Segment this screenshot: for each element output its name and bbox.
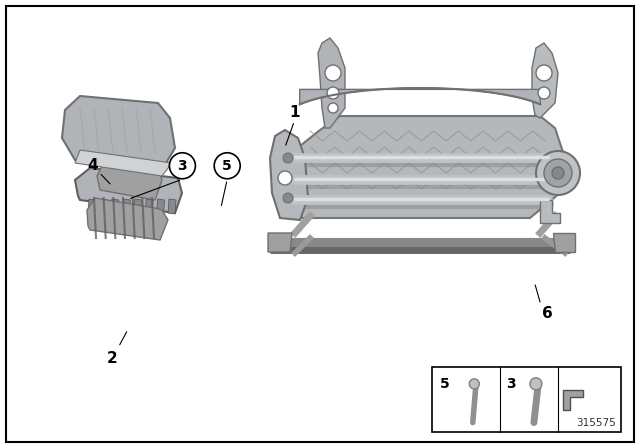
Polygon shape — [157, 199, 164, 214]
Circle shape — [327, 87, 339, 99]
Polygon shape — [97, 160, 162, 200]
Circle shape — [170, 153, 195, 179]
Polygon shape — [300, 88, 540, 104]
Text: 4: 4 — [88, 158, 98, 173]
Text: 2: 2 — [107, 351, 117, 366]
Polygon shape — [318, 38, 345, 128]
Text: 3: 3 — [177, 159, 188, 173]
Polygon shape — [168, 199, 176, 214]
Text: 5: 5 — [222, 159, 232, 173]
Text: 5: 5 — [440, 377, 450, 391]
Circle shape — [278, 171, 292, 185]
Circle shape — [536, 151, 580, 195]
Polygon shape — [111, 199, 119, 214]
Polygon shape — [75, 150, 172, 176]
Polygon shape — [268, 233, 292, 252]
Circle shape — [552, 167, 564, 179]
Circle shape — [469, 379, 479, 389]
Circle shape — [283, 193, 293, 203]
Polygon shape — [75, 168, 182, 213]
Circle shape — [544, 159, 572, 187]
Polygon shape — [87, 198, 168, 240]
Polygon shape — [563, 390, 584, 409]
Polygon shape — [99, 199, 108, 214]
Circle shape — [530, 378, 542, 390]
Text: 3: 3 — [506, 377, 516, 391]
Polygon shape — [282, 116, 565, 218]
Polygon shape — [540, 200, 560, 223]
Polygon shape — [134, 199, 141, 214]
Text: 315575: 315575 — [576, 418, 616, 428]
Polygon shape — [88, 199, 96, 214]
Text: 6: 6 — [542, 306, 552, 321]
Circle shape — [538, 87, 550, 99]
Polygon shape — [532, 43, 558, 118]
Polygon shape — [553, 233, 575, 252]
Polygon shape — [145, 199, 153, 214]
Polygon shape — [62, 96, 175, 173]
Circle shape — [328, 103, 338, 113]
Circle shape — [283, 153, 293, 163]
Circle shape — [325, 65, 341, 81]
Polygon shape — [270, 130, 308, 220]
Circle shape — [214, 153, 240, 179]
Bar — [432, 367, 621, 432]
Circle shape — [536, 65, 552, 81]
Polygon shape — [122, 199, 131, 214]
Text: 1: 1 — [289, 104, 300, 120]
